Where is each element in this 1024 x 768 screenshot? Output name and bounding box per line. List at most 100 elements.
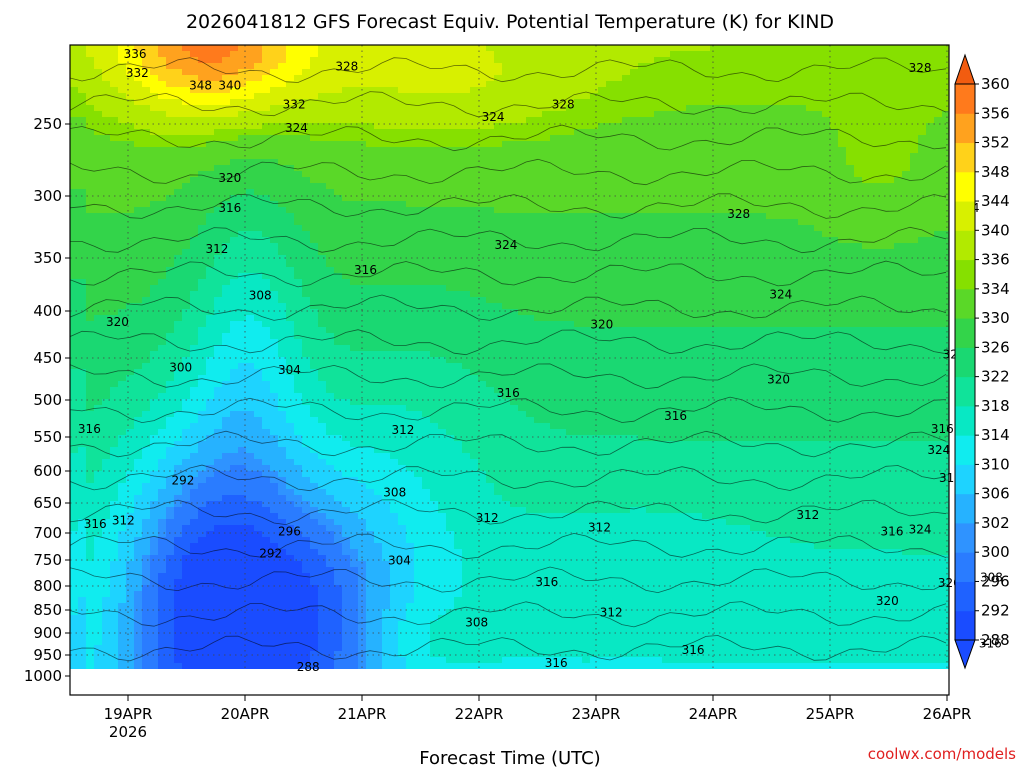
contour-label: 304 <box>278 363 301 377</box>
colorbar-swatch <box>955 288 975 319</box>
plot-frame <box>69 44 950 696</box>
contour-line <box>70 91 947 118</box>
x-tick-label: 26APR <box>923 705 972 723</box>
colorbar-label: 360 <box>981 75 1010 93</box>
contour-line <box>70 193 947 219</box>
contour-label: 320 <box>876 594 899 608</box>
colorbar-swatch <box>955 84 975 114</box>
contour-label: 328 <box>727 207 750 221</box>
colorbar-label: 318 <box>981 397 1010 415</box>
y-tick-label: 300 <box>33 187 62 205</box>
colorbar-label: 310 <box>981 455 1010 473</box>
y-axis: 250 300 350 400 450 500 550 600 650 700 750 800 850 9… <box>24 115 70 685</box>
contour-line <box>70 57 947 83</box>
contour-label: 304 <box>388 554 411 568</box>
colorbar-label: 296 <box>981 572 1010 590</box>
contour-line <box>70 226 947 254</box>
contour-label: 308 <box>249 289 272 303</box>
contour-label: 288 <box>297 660 320 674</box>
contour-label: 324 <box>927 443 950 457</box>
contour-line <box>70 158 947 186</box>
colorbar-swatch <box>955 171 975 202</box>
contour-line <box>70 396 947 424</box>
contour-label: 312 <box>205 242 228 256</box>
y-tick-label: 350 <box>33 249 62 267</box>
y-tick-label: 650 <box>33 494 62 512</box>
contour-label: 320 <box>590 318 613 332</box>
y-tick-label: 1000 <box>24 667 62 685</box>
contour-label: 312 <box>391 423 414 437</box>
chart-title: 2026041812 GFS Forecast Equiv. Potential… <box>186 11 834 33</box>
colorbar-swatch <box>955 347 975 378</box>
contour-label: 316 <box>84 517 107 531</box>
contour-label: 312 <box>600 605 623 619</box>
y-tick-label: 500 <box>33 391 62 409</box>
contour-label: 324 <box>494 238 517 252</box>
contour-label: 308 <box>383 485 406 499</box>
x-axis: 19APR 20APR 21APR 22APR 23APR 24APR 25APR 26APR <box>104 695 972 723</box>
x-tick-label: 21APR <box>338 705 387 723</box>
y-tick-label: 550 <box>33 428 62 446</box>
contour-label: 324 <box>285 121 308 135</box>
contour-label: 308 <box>980 571 1003 585</box>
contour-label: 316 <box>979 637 1002 651</box>
contour-line <box>70 329 947 356</box>
contour-line <box>70 635 947 662</box>
x-tick-label: 19APR <box>104 705 153 723</box>
credit-link[interactable]: coolwx.com/models <box>868 745 1016 763</box>
contour-label: 320 <box>767 372 790 386</box>
colorbar-swatch <box>955 376 975 407</box>
colorbar-label: 348 <box>981 163 1010 181</box>
colorbar-swatch <box>955 581 975 612</box>
colorbar-swatch <box>955 318 975 348</box>
contour-label: 312 <box>796 508 819 522</box>
contour-label: 324 <box>769 288 792 302</box>
colorbar-label: 356 <box>981 104 1010 122</box>
colorbar-swatch <box>955 142 975 173</box>
grid <box>70 45 949 669</box>
contour-label: 328 <box>335 60 358 74</box>
contour-label: 328 <box>552 98 575 112</box>
contour-label: 348 <box>189 79 212 93</box>
colorbar-label: 340 <box>981 221 1010 239</box>
contour-line <box>70 124 947 152</box>
contour-line <box>70 260 947 288</box>
contour-line <box>70 363 947 390</box>
contour-label: 320 <box>218 171 241 185</box>
contour-label: 316 <box>545 656 568 670</box>
colorbar-label: 330 <box>981 309 1010 327</box>
colorbar-label: 352 <box>981 134 1010 152</box>
colorbar-arrow-high <box>954 53 976 85</box>
colorbar-arrow-low <box>954 639 976 670</box>
contour-label: 316 <box>218 201 241 215</box>
contour-label: 308 <box>465 615 488 629</box>
contour-label: 312 <box>112 514 135 528</box>
contour-line <box>70 464 947 492</box>
contour-label: 316 <box>682 643 705 657</box>
x-year-label: 2026 <box>109 723 147 741</box>
contour-label: 324 <box>909 523 932 537</box>
colorbar-swatch <box>955 610 975 641</box>
contour-line <box>70 601 947 628</box>
contour-label: 332 <box>283 98 306 112</box>
contour-label: 316 <box>535 575 558 589</box>
colorbar-swatch <box>955 113 975 144</box>
contour-label: 336 <box>124 47 147 61</box>
x-axis-title: Forecast Time (UTC) <box>419 748 600 768</box>
colorbar-label: 300 <box>981 543 1010 561</box>
colorbar-swatch <box>955 464 975 495</box>
colorbar-swatch <box>955 435 975 465</box>
y-tick-label: 750 <box>33 551 62 569</box>
contour-label: 316 <box>497 386 520 400</box>
colorbar-label: 288 <box>981 631 1010 649</box>
contour-label: 332 <box>126 66 149 80</box>
contour-line <box>70 294 947 321</box>
contour-label: 312 <box>588 521 611 535</box>
colorbar: 288 292 296 300 302 306 310 314 318 322 326 330 334 3… <box>954 53 1010 670</box>
colorbar-swatch <box>955 405 975 436</box>
x-tick-label: 25APR <box>806 705 855 723</box>
contour-line <box>70 532 947 560</box>
colorbar-label: 302 <box>981 514 1010 532</box>
y-tick-label: 850 <box>33 601 62 619</box>
contour-label: 324 <box>482 110 505 124</box>
